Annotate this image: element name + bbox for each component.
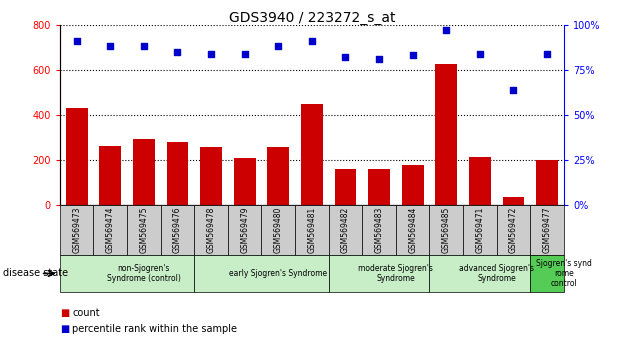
Bar <box>430 255 530 292</box>
Text: ■: ■ <box>60 308 69 318</box>
Text: ■: ■ <box>60 324 69 334</box>
Text: GSM569478: GSM569478 <box>207 207 215 253</box>
Point <box>173 49 183 55</box>
Point <box>239 51 249 57</box>
Text: GSM569477: GSM569477 <box>542 207 551 253</box>
Bar <box>161 205 194 255</box>
Bar <box>329 255 430 292</box>
Bar <box>261 205 295 255</box>
Point <box>273 44 284 49</box>
Text: GSM569482: GSM569482 <box>341 207 350 253</box>
Bar <box>329 205 362 255</box>
Bar <box>66 108 88 205</box>
Bar <box>60 255 194 292</box>
Bar <box>267 147 289 205</box>
Bar <box>362 205 396 255</box>
Bar <box>133 139 155 205</box>
Bar <box>335 169 357 205</box>
Text: GDS3940 / 223272_s_at: GDS3940 / 223272_s_at <box>229 11 395 25</box>
Bar <box>60 205 93 255</box>
Text: Sjogren's synd
rome
control: Sjogren's synd rome control <box>536 258 592 289</box>
Point <box>307 38 317 44</box>
Bar <box>430 205 463 255</box>
Text: GSM569471: GSM569471 <box>476 207 484 253</box>
Text: disease state: disease state <box>3 268 68 279</box>
Bar <box>530 205 564 255</box>
Text: GSM569485: GSM569485 <box>442 207 450 253</box>
Bar <box>396 205 430 255</box>
Bar <box>463 205 496 255</box>
Point <box>105 44 115 49</box>
Point <box>206 51 216 57</box>
Bar <box>295 205 329 255</box>
Bar <box>93 205 127 255</box>
Point <box>441 27 451 33</box>
Text: count: count <box>72 308 100 318</box>
Text: GSM569475: GSM569475 <box>139 207 148 253</box>
Bar <box>496 205 530 255</box>
Bar <box>194 255 329 292</box>
Bar <box>530 255 564 292</box>
Text: GSM569472: GSM569472 <box>509 207 518 253</box>
Bar <box>402 165 423 205</box>
Bar <box>194 205 228 255</box>
Text: GSM569484: GSM569484 <box>408 207 417 253</box>
Bar <box>435 64 457 205</box>
Point <box>374 56 384 62</box>
Text: GSM569481: GSM569481 <box>307 207 316 253</box>
Bar <box>234 158 256 205</box>
Point <box>475 51 485 57</box>
Text: percentile rank within the sample: percentile rank within the sample <box>72 324 238 334</box>
Text: GSM569473: GSM569473 <box>72 207 81 253</box>
Text: advanced Sjogren's
Syndrome: advanced Sjogren's Syndrome <box>459 264 534 283</box>
Bar <box>127 205 161 255</box>
Bar <box>469 157 491 205</box>
Text: GSM569479: GSM569479 <box>240 207 249 253</box>
Bar <box>228 205 261 255</box>
Bar <box>200 147 222 205</box>
Text: early Sjogren's Syndrome: early Sjogren's Syndrome <box>229 269 328 278</box>
Point <box>542 51 552 57</box>
Text: GSM569474: GSM569474 <box>106 207 115 253</box>
Point <box>508 87 518 93</box>
Bar <box>503 197 524 205</box>
Text: non-Sjogren's
Syndrome (control): non-Sjogren's Syndrome (control) <box>107 264 181 283</box>
Text: moderate Sjogren's
Syndrome: moderate Sjogren's Syndrome <box>358 264 433 283</box>
Text: GSM569480: GSM569480 <box>274 207 283 253</box>
Bar <box>536 160 558 205</box>
Bar <box>166 142 188 205</box>
Point <box>340 55 350 60</box>
Bar <box>301 104 323 205</box>
Point <box>72 38 82 44</box>
Bar <box>100 145 121 205</box>
Point <box>408 53 418 58</box>
Text: GSM569476: GSM569476 <box>173 207 182 253</box>
Bar <box>368 169 390 205</box>
Text: GSM569483: GSM569483 <box>375 207 384 253</box>
Point <box>139 44 149 49</box>
